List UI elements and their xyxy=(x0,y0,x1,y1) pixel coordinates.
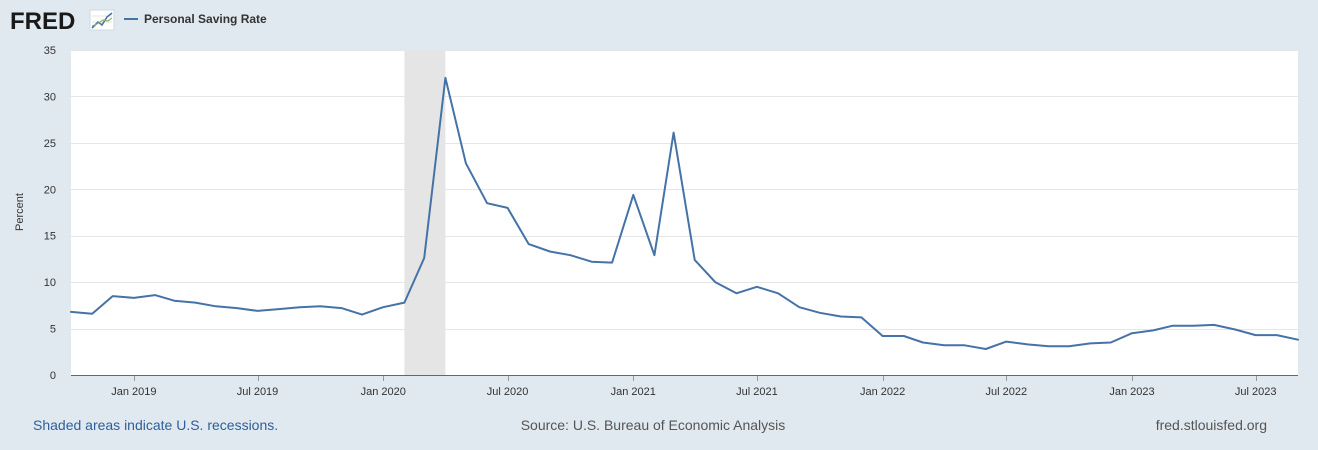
data-point[interactable] xyxy=(1001,337,1011,347)
recession-shade-0 xyxy=(404,50,446,375)
series-line-0[interactable] xyxy=(70,76,1299,350)
data-point[interactable] xyxy=(815,308,825,318)
y-axis-ticks: 0 5 10 15 20 25 30 35 xyxy=(44,45,56,382)
data-point[interactable] xyxy=(794,302,804,312)
plot-area xyxy=(71,50,1298,375)
data-point[interactable] xyxy=(856,312,866,322)
source-text: Source: U.S. Bureau of Economic Analysis xyxy=(521,417,786,433)
data-point[interactable] xyxy=(1044,341,1054,351)
data-point[interactable] xyxy=(1209,320,1219,330)
data-point[interactable] xyxy=(939,340,949,350)
data-point[interactable] xyxy=(461,158,471,168)
data-point[interactable] xyxy=(545,247,555,257)
data-point[interactable] xyxy=(918,338,928,348)
x-tick-label: Jul 2022 xyxy=(985,386,1027,398)
data-point[interactable] xyxy=(357,310,367,320)
data-point[interactable] xyxy=(731,288,741,298)
data-point[interactable] xyxy=(773,288,783,298)
data-point[interactable] xyxy=(1167,321,1177,331)
data-point[interactable] xyxy=(419,253,429,263)
data-point[interactable] xyxy=(108,291,118,301)
series-layer xyxy=(66,73,1303,354)
data-point[interactable] xyxy=(878,331,888,341)
x-tick-label: Jan 2021 xyxy=(611,386,656,398)
data-point[interactable] xyxy=(87,309,97,319)
fred-logo-text: FRED xyxy=(10,8,75,35)
data-point[interactable] xyxy=(66,307,76,317)
data-point[interactable] xyxy=(669,128,679,138)
site-link[interactable]: fred.stlouisfed.org xyxy=(1156,417,1267,433)
data-point[interactable] xyxy=(981,344,991,354)
recession-layer xyxy=(404,50,446,375)
fred-logo[interactable]: FRED xyxy=(10,8,115,35)
data-point[interactable] xyxy=(1251,330,1261,340)
data-point[interactable] xyxy=(150,290,160,300)
y-tick-label: 5 xyxy=(50,324,56,336)
data-point[interactable] xyxy=(628,190,638,200)
x-tick-label: Jul 2021 xyxy=(736,386,778,398)
data-point[interactable] xyxy=(960,340,970,350)
chart-line-icon xyxy=(89,9,115,31)
data-point[interactable] xyxy=(503,203,513,213)
legend[interactable]: Personal Saving Rate xyxy=(124,12,267,26)
data-point[interactable] xyxy=(1064,341,1074,351)
recession-note[interactable]: Shaded areas indicate U.S. recessions. xyxy=(33,417,278,433)
x-tick-label: Jan 2020 xyxy=(361,386,406,398)
x-tick-label: Jul 2019 xyxy=(237,386,279,398)
data-point[interactable] xyxy=(649,250,659,260)
data-point[interactable] xyxy=(607,258,617,268)
data-point[interactable] xyxy=(337,303,347,313)
data-point[interactable] xyxy=(1023,339,1033,349)
data-point[interactable] xyxy=(565,250,575,260)
data-point[interactable] xyxy=(1127,328,1137,338)
x-tick-label: Jul 2020 xyxy=(487,386,529,398)
data-point[interactable] xyxy=(315,301,325,311)
data-point[interactable] xyxy=(690,255,700,265)
data-point[interactable] xyxy=(587,257,597,267)
legend-label: Personal Saving Rate xyxy=(144,12,267,26)
x-tick-label: Jan 2019 xyxy=(111,386,156,398)
data-point[interactable] xyxy=(190,298,200,308)
data-point[interactable] xyxy=(899,331,909,341)
y-tick-label: 20 xyxy=(44,184,56,196)
data-point[interactable] xyxy=(524,239,534,249)
data-point[interactable] xyxy=(710,277,720,287)
y-tick-label: 30 xyxy=(44,91,56,103)
data-point[interactable] xyxy=(1272,330,1282,340)
data-point[interactable] xyxy=(211,301,221,311)
data-point[interactable] xyxy=(1189,321,1199,331)
y-axis-title: Percent xyxy=(14,193,26,231)
data-point[interactable] xyxy=(399,298,409,308)
data-point[interactable] xyxy=(169,296,179,306)
data-point[interactable] xyxy=(295,302,305,312)
y-tick-label: 15 xyxy=(44,231,56,243)
data-point[interactable] xyxy=(482,198,492,208)
data-point[interactable] xyxy=(1148,325,1158,335)
data-point[interactable] xyxy=(1085,338,1095,348)
y-tick-label: 0 xyxy=(50,370,56,382)
y-tick-label: 25 xyxy=(44,138,56,150)
y-tick-label: 10 xyxy=(44,277,56,289)
data-point[interactable] xyxy=(232,303,242,313)
data-point[interactable] xyxy=(253,306,263,316)
data-point[interactable] xyxy=(274,304,284,314)
x-tick-label: Jan 2022 xyxy=(860,386,905,398)
y-tick-label: 35 xyxy=(44,45,56,57)
data-point[interactable] xyxy=(1106,338,1116,348)
x-tick-label: Jul 2023 xyxy=(1235,386,1277,398)
data-point[interactable] xyxy=(836,312,846,322)
grid-layer xyxy=(71,50,1298,330)
data-point[interactable] xyxy=(1293,335,1303,345)
data-point[interactable] xyxy=(440,73,450,83)
x-tick-label: Jan 2023 xyxy=(1109,386,1154,398)
data-point[interactable] xyxy=(378,302,388,312)
data-point[interactable] xyxy=(752,282,762,292)
data-point[interactable] xyxy=(1230,325,1240,335)
data-point[interactable] xyxy=(129,293,139,303)
x-axis-ticks: Jan 2019 Jul 2019 Jan 2020 Jul 2020 Jan 2021… xyxy=(111,375,1276,398)
